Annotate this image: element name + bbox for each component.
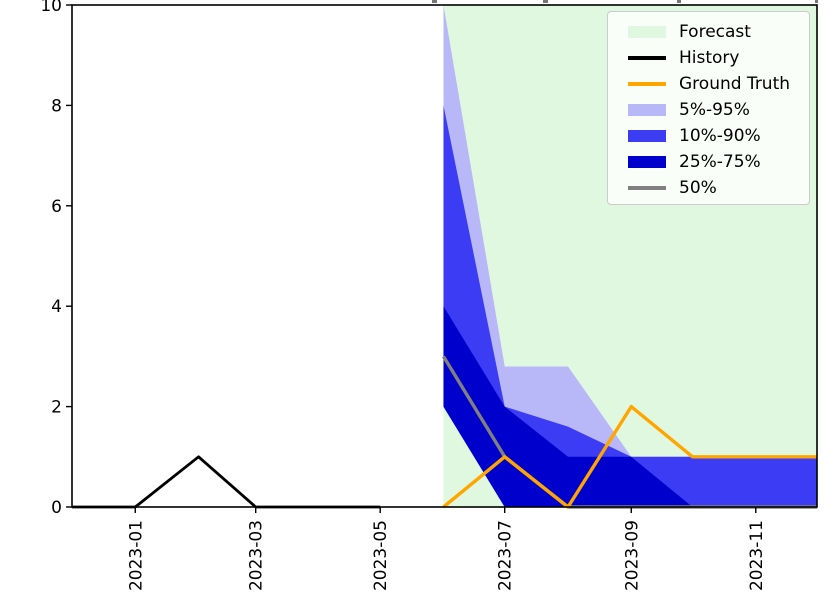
legend-label-ground-truth: Ground Truth [679,73,791,94]
legend-label-band-25-75: 25%-75% [679,151,761,172]
cropped-title-fragment [543,0,548,3]
cropped-title-fragment [432,0,437,3]
legend-swatch-ground-truth [628,82,666,86]
x-tick-label: 2023-03 [247,520,267,591]
cropped-title-fragment [815,0,818,3]
ground-truth-line [442,404,817,509]
legend-swatch-history [628,56,666,60]
legend: Forecast History Ground Truth 5%-95% 10%… [607,11,810,205]
legend-label-band-10-90: 10%-90% [679,125,761,146]
legend-item-median: 50% [628,175,809,201]
history-line [72,455,381,509]
y-tick-label: 2 [51,398,62,418]
legend-label-forecast: Forecast [679,21,751,42]
legend-swatch-forecast [628,26,666,38]
legend-swatch-band-10-90 [628,130,666,142]
legend-item-history: History [628,45,809,71]
plot-border [71,4,818,508]
x-tick-label: 2023-01 [126,520,146,591]
y-tick-label: 4 [51,297,62,317]
x-tick-label: 2023-11 [747,520,767,591]
legend-item-band-5-95: 5%-95% [628,97,809,123]
legend-swatch-band-5-95 [628,104,666,116]
y-tick-label: 0 [51,498,62,518]
legend-label-median: 50% [679,177,717,198]
x-tick-label: 2023-09 [622,520,642,591]
x-tick-label: 2023-07 [496,520,516,591]
legend-item-ground-truth: Ground Truth [628,71,809,97]
legend-item-band-25-75: 25%-75% [628,149,809,175]
legend-label-history: History [679,47,740,68]
y-tick-label: 8 [51,96,62,116]
legend-item-forecast: Forecast [628,19,809,45]
cropped-title-fragment [677,0,681,3]
band-25-75 [443,306,817,507]
y-tick-label: 10 [40,0,62,16]
legend-swatch-median [628,186,666,190]
x-tick-label: 2023-05 [371,520,391,591]
band-5-95 [443,5,817,507]
legend-swatch-band-25-75 [628,156,666,168]
legend-label-band-5-95: 5%-95% [679,99,750,120]
legend-item-band-10-90: 10%-90% [628,123,809,149]
y-tick-label: 6 [51,197,62,217]
